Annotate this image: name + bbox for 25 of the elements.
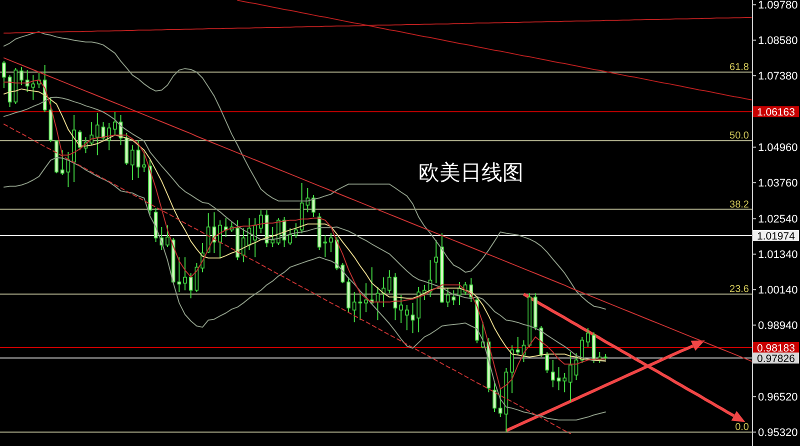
annotation: 0.0	[735, 422, 749, 434]
y-tick-label: 1.07380	[758, 70, 798, 83]
y-tick-label: 1.02540	[758, 214, 798, 226]
ref-line-label: 1.06163	[753, 106, 799, 119]
y-tick-label: 1.03760	[758, 178, 798, 190]
ref-line-label: 1.06163	[757, 106, 796, 119]
ref-line-label: 0.98183	[757, 342, 796, 354]
ref-line-label: 0.97826	[753, 352, 799, 366]
annotation: 61.8	[730, 62, 749, 74]
annotation: 38.2	[730, 199, 749, 210]
title: 欧美日线图	[418, 161, 524, 184]
ref-line-label: 0.98183	[753, 342, 799, 354]
y-tick-label: 0.96520	[758, 392, 798, 404]
ref-line-label: 0.97826	[757, 353, 796, 366]
y-tick-label: 0.95320	[758, 427, 798, 440]
y-tick-label: 1.04960	[758, 142, 798, 154]
annotation: 23.6	[730, 284, 749, 296]
y-tick-label: 1.00140	[758, 284, 798, 297]
annotation: 50.0	[730, 130, 749, 142]
y-tick-label: 1.08580	[758, 35, 798, 48]
y-tick-label: 0.98940	[758, 320, 798, 332]
ref-line-label: 1.01974	[757, 230, 796, 242]
y-tick-label: 1.01340	[758, 249, 798, 262]
y-tick-label: 1.09780	[758, 0, 798, 12]
ref-line-label: 1.01974	[753, 230, 799, 242]
